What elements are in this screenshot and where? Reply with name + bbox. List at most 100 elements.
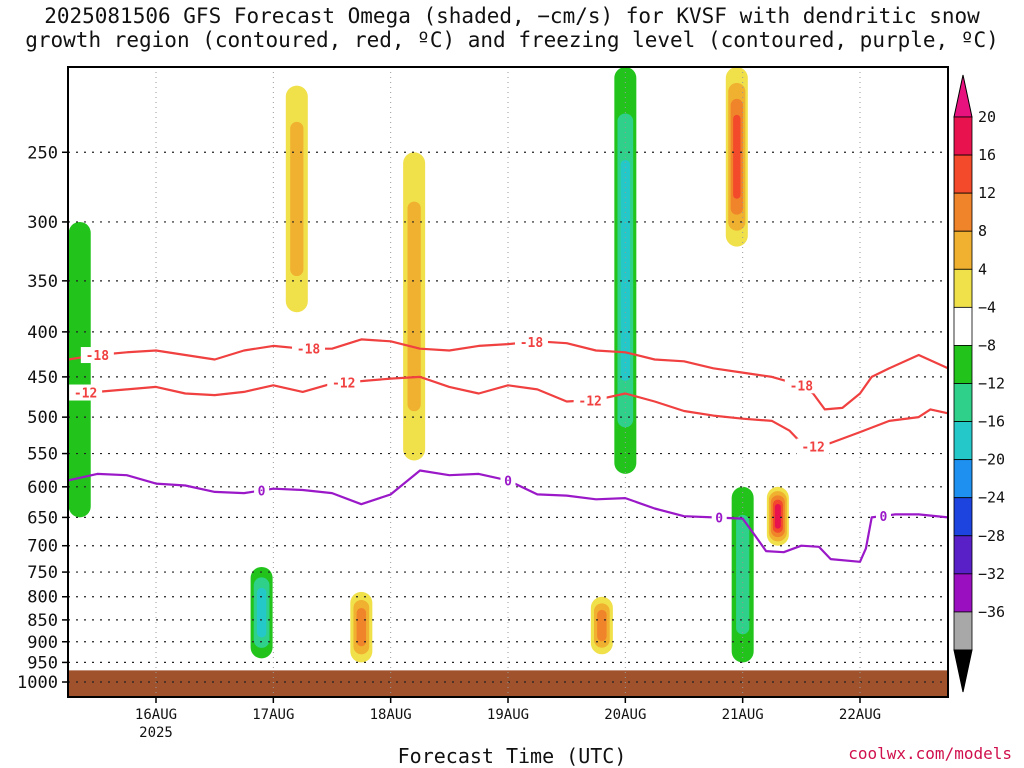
colorbar-swatch	[953, 497, 973, 537]
omega-cell	[597, 609, 607, 642]
x-tick-label: 21AUG	[722, 707, 764, 723]
omega-cell	[356, 608, 367, 647]
contour-label-bg	[875, 507, 891, 524]
colorbar-label: 4	[978, 260, 987, 278]
contour-label-bg	[80, 347, 114, 364]
colorbar-swatch	[953, 268, 973, 308]
y-tick-label: 450	[27, 368, 58, 388]
omega-cell	[68, 221, 91, 518]
colorbar-swatch	[953, 573, 973, 613]
omega-cell	[733, 114, 741, 199]
colorbar-bottom-arrow	[953, 649, 973, 693]
colorbar-label: −16	[978, 413, 1005, 431]
y-tick-label: 850	[27, 611, 58, 631]
y-tick-label: 650	[27, 508, 58, 528]
colorbar-label: 12	[978, 184, 996, 202]
contour-label-bg	[514, 333, 548, 350]
colorbar-swatch	[953, 345, 973, 384]
contour-label: -12	[74, 387, 97, 402]
colorbar-swatch	[953, 116, 973, 156]
title-line-2: growth region (contoured, red, ºC) and f…	[25, 28, 999, 52]
contour-label: -12	[332, 377, 355, 392]
colorbar-top-arrow	[953, 74, 973, 118]
contour-label-bg	[254, 482, 270, 499]
ground-layer	[68, 670, 948, 697]
contour-label-bg	[292, 340, 326, 357]
contour-line-0	[67, 469, 949, 563]
grid-lines	[68, 67, 948, 697]
colorbar-label: −12	[978, 375, 1005, 393]
colorbar-label: −28	[978, 527, 1005, 545]
colorbar-swatch	[953, 306, 973, 346]
y-tick-label: 350	[27, 272, 58, 292]
y-tick-label: 800	[27, 588, 58, 608]
colorbar-label: 20	[978, 108, 996, 126]
y-tick-label: 300	[27, 213, 58, 233]
title-line-1: 2025081506 GFS Forecast Omega (shaded, −…	[44, 4, 980, 28]
y-tick-label: 250	[27, 143, 58, 163]
contour-label-bg	[784, 377, 818, 394]
x-axis-title: Forecast Time (UTC)	[397, 744, 627, 768]
x-tick-label: 18AUG	[370, 707, 412, 723]
contour-label: 0	[504, 474, 512, 489]
contour-label: 0	[258, 484, 266, 499]
x-tick-sublabel: 2025	[139, 725, 173, 741]
colorbar-swatch	[953, 383, 973, 422]
axes: 2503003504004505005506006507007508008509…	[17, 66, 949, 741]
colorbar: 20 16 12 8 4 −4 −8 −12 −16 −20 −24 −28 −32 −36	[953, 74, 1005, 693]
contour-label: -18	[297, 343, 321, 358]
y-tick-label: 950	[27, 653, 58, 673]
y-tick-label: 400	[27, 323, 58, 343]
colorbar-swatch	[953, 611, 973, 651]
y-tick-label: 750	[27, 563, 58, 583]
x-tick-label: 22AUG	[839, 707, 881, 723]
contour-lines: -18 -18 -18 -18 -12 -12 -12 -12 0 0 0 0	[67, 333, 949, 563]
contour-label: -12	[801, 441, 824, 456]
colorbar-label: −32	[978, 565, 1005, 583]
contour-label: -18	[520, 336, 544, 351]
contour-label: -18	[790, 379, 814, 394]
colorbar-swatch	[953, 154, 973, 194]
chart-title: 2025081506 GFS Forecast Omega (shaded, −…	[0, 4, 1024, 52]
y-tick-label: 550	[27, 445, 58, 465]
omega-shading	[68, 67, 789, 663]
omega-cell	[290, 121, 304, 277]
contour-line-m18	[67, 338, 949, 411]
y-tick-label: 600	[27, 478, 58, 498]
contour-label: -12	[578, 394, 601, 409]
colorbar-label: −4	[978, 298, 996, 316]
contour-label: 0	[715, 512, 723, 527]
omega-cell	[774, 503, 781, 529]
colorbar-label: −36	[978, 603, 1005, 621]
colorbar-label: 16	[978, 146, 996, 164]
colorbar-swatch	[953, 421, 973, 461]
x-tick-label: 19AUG	[487, 707, 529, 723]
y-tick-label: 500	[27, 408, 58, 428]
omega-cell	[256, 587, 267, 638]
y-tick-label: 700	[27, 537, 58, 557]
omega-cell	[407, 201, 421, 412]
colorbar-swatch	[953, 230, 973, 270]
colorbar-swatch	[953, 192, 973, 232]
colorbar-swatch	[953, 459, 973, 499]
contour-label-bg	[500, 472, 516, 489]
ground-fill	[68, 670, 948, 697]
contour-label-bg	[327, 374, 361, 391]
colorbar-label: 8	[978, 222, 987, 240]
y-tick-label: 900	[27, 633, 58, 653]
omega-cell	[736, 514, 750, 635]
x-tick-label: 16AUG	[135, 707, 177, 723]
contour-label: -18	[86, 349, 110, 364]
contour-label-bg	[573, 392, 607, 409]
contour-label: 0	[880, 510, 888, 525]
colorbar-label: −20	[978, 451, 1005, 469]
credit-text: coolwx.com/models	[848, 744, 1012, 763]
colorbar-swatch	[953, 535, 973, 575]
contour-label-bg	[796, 438, 830, 455]
colorbar-label: −8	[978, 336, 996, 354]
y-tick-label: 1000	[17, 673, 58, 693]
colorbar-label: −24	[978, 489, 1005, 507]
contour-label-bg	[69, 384, 103, 401]
x-tick-label: 20AUG	[604, 707, 646, 723]
